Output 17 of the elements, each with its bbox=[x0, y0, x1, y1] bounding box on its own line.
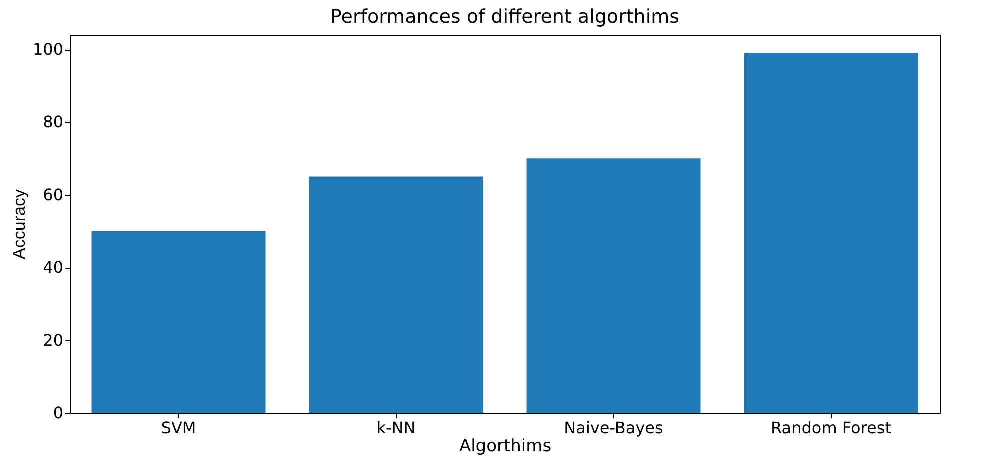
x-tick-label: Naive-Bayes bbox=[564, 418, 664, 438]
y-axis-title: Accuracy bbox=[10, 189, 29, 260]
x-tick-label: SVM bbox=[161, 418, 196, 438]
x-tick-label: k-NN bbox=[376, 418, 416, 438]
x-tick-label: Random Forest bbox=[771, 418, 892, 438]
bar bbox=[744, 53, 918, 413]
y-tick-label: 20 bbox=[43, 330, 64, 350]
y-tick-label: 60 bbox=[43, 185, 64, 204]
y-tick-label: 80 bbox=[43, 112, 64, 132]
chart-title: Performances of different algorthims bbox=[330, 6, 680, 28]
bar bbox=[526, 158, 701, 413]
y-tick-label: 40 bbox=[43, 258, 64, 278]
bar bbox=[309, 176, 484, 413]
bar bbox=[92, 231, 266, 413]
y-tick-label: 100 bbox=[32, 40, 64, 60]
x-axis-title: Algorthims bbox=[459, 436, 552, 456]
y-tick-label: 0 bbox=[53, 404, 64, 422]
